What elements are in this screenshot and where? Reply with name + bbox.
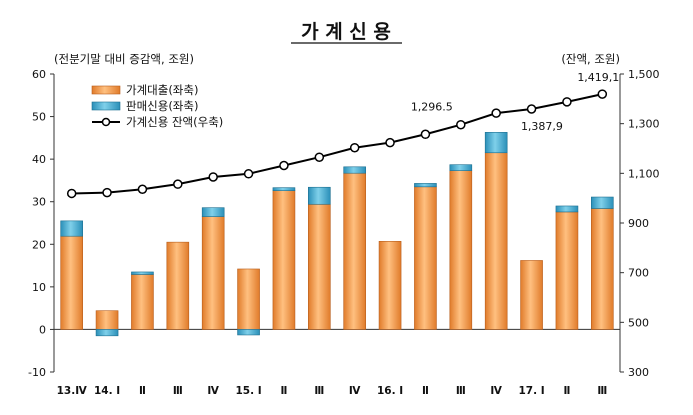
x-category-label: Ⅲ — [173, 385, 183, 397]
x-category-label: Ⅳ — [490, 385, 502, 397]
balance-line — [71, 93, 603, 195]
left-axis-tick-label: 10 — [32, 281, 46, 294]
bar-sales-credit — [308, 186, 331, 205]
data-label-balance: 1,387,9 — [521, 120, 563, 133]
legend-swatch-balance-point — [101, 117, 111, 127]
bar-household-loans — [201, 216, 225, 330]
legend-swatch-sales-credit — [91, 101, 121, 111]
bar-household-loans — [272, 190, 296, 330]
balance-point — [173, 179, 183, 189]
x-category-label: Ⅲ — [314, 385, 324, 397]
bar-household-loans — [449, 170, 473, 330]
balance-point — [314, 152, 325, 162]
right-axis-tick-label: 900 — [628, 217, 649, 230]
balance-point — [597, 89, 608, 99]
chart-title: 가 계 신 용 — [301, 21, 391, 43]
balance-point — [562, 97, 572, 107]
bar-sales-credit — [60, 220, 83, 237]
right-axis-tick-label: 1,500 — [628, 68, 660, 81]
bar-household-loans — [60, 235, 83, 330]
bar-household-loans — [343, 172, 366, 330]
bar-sales-credit — [131, 271, 154, 275]
x-category-label: Ⅱ — [563, 385, 570, 397]
x-category-label: Ⅱ — [280, 385, 287, 397]
bar-sales-credit — [449, 164, 473, 171]
bar-household-loans — [555, 211, 579, 330]
bar-household-loans — [166, 241, 190, 330]
right-axis-tick-label: 300 — [628, 366, 649, 379]
data-label-balance: 1,419,1 — [577, 71, 619, 84]
bar-household-loans — [131, 274, 154, 330]
x-category-label: Ⅳ — [207, 385, 219, 397]
x-category-label: 15. Ⅰ — [235, 385, 261, 397]
x-category-label: Ⅲ — [456, 385, 466, 397]
legend-label: 가계신용 잔액(우축) — [126, 115, 223, 129]
bar-household-loans — [378, 241, 402, 330]
right-axis-tick-label: 500 — [628, 316, 649, 329]
data-label-balance: 1,296.5 — [411, 101, 453, 114]
legend-label: 판매신용(좌축) — [126, 99, 198, 113]
bar-sales-credit — [414, 183, 437, 188]
bar-sales-credit — [201, 207, 225, 217]
balance-point — [243, 169, 254, 179]
left-axis-caption: (전분기말 대비 증감액, 조원) — [54, 52, 194, 66]
x-category-label: Ⅳ — [349, 385, 361, 397]
left-axis-tick-label: 40 — [32, 153, 46, 166]
bar-sales-credit — [484, 132, 508, 154]
bar-sales-credit — [272, 187, 296, 191]
legend-label: 가계대출(좌축) — [126, 83, 198, 97]
balance-point — [526, 104, 537, 114]
bar-household-loans — [520, 260, 543, 330]
legend-swatch-household-loans — [91, 85, 121, 95]
left-axis-tick-label: 30 — [32, 196, 46, 209]
plot-area: -10 0 10 20 30 40 50 60 300 500 700 900 1,100 1,300 1,… — [28, 68, 659, 397]
bar-sales-credit — [555, 205, 579, 213]
x-category-label: 17. Ⅰ — [518, 385, 544, 397]
right-axis-caption: (잔액, 조원) — [561, 52, 620, 66]
bar-household-loans — [484, 152, 508, 330]
x-category-label: Ⅲ — [597, 385, 607, 397]
bar-household-loans — [237, 268, 260, 330]
left-axis-tick-label: -10 — [28, 366, 46, 379]
legend: 가계대출(좌축) 판매신용(좌축) 가계신용 잔액(우축) — [91, 83, 223, 129]
x-category-label: Ⅱ — [139, 385, 146, 397]
balance-point — [456, 119, 466, 130]
balance-point — [137, 184, 148, 195]
left-axis-tick-label: 0 — [39, 323, 46, 336]
balance-point — [102, 187, 112, 198]
bar-household-loans — [308, 203, 331, 330]
left-axis-tick-label: 60 — [32, 68, 46, 81]
right-axis-tick-label: 1,300 — [628, 118, 660, 131]
right-axis-tick-label: 700 — [628, 267, 649, 280]
x-category-label: 13.Ⅳ — [57, 385, 88, 397]
x-category-label: 16. Ⅰ — [377, 385, 403, 397]
bar-household-loans — [414, 186, 437, 330]
bar-sales-credit — [95, 329, 119, 337]
balance-point — [208, 172, 218, 182]
balance-point — [349, 142, 360, 153]
x-category-label: Ⅱ — [422, 385, 429, 397]
left-axis-tick-label: 50 — [32, 111, 46, 124]
bar-sales-credit — [591, 196, 614, 209]
balance-point — [491, 108, 501, 118]
balance-point — [420, 129, 431, 140]
x-category-label: 14. Ⅰ — [94, 385, 120, 397]
bar-household-loans — [95, 310, 119, 330]
left-axis-tick-label: 20 — [32, 238, 46, 251]
bar-sales-credit — [343, 166, 366, 174]
balance-point — [279, 160, 289, 171]
bar-sales-credit — [237, 329, 260, 336]
right-axis-tick-label: 1,100 — [628, 167, 660, 180]
balance-point — [385, 137, 395, 148]
balance-point — [66, 188, 77, 199]
bar-household-loans — [591, 208, 614, 330]
